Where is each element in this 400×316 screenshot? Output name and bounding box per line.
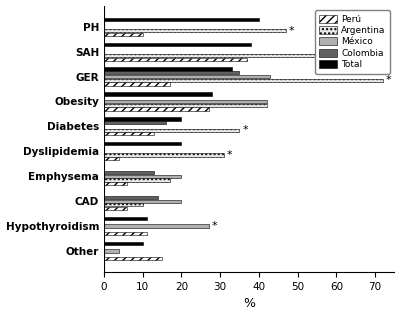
Bar	[104, 75, 270, 78]
Bar	[104, 242, 143, 245]
Bar	[104, 232, 146, 235]
Legend: Perú, Argentina, México, Colombia, Total: Perú, Argentina, México, Colombia, Total	[315, 10, 390, 74]
Bar	[104, 142, 181, 145]
Bar	[104, 33, 143, 36]
Bar	[104, 154, 224, 157]
Bar	[104, 224, 208, 228]
Bar	[104, 182, 127, 185]
Bar	[104, 29, 286, 32]
Bar	[104, 54, 317, 57]
Bar	[104, 100, 267, 103]
Bar	[104, 178, 170, 182]
Bar	[104, 121, 166, 124]
Bar	[104, 129, 240, 132]
Text: *: *	[227, 150, 233, 160]
Bar	[104, 68, 232, 71]
Bar	[104, 18, 259, 21]
Text: *: *	[212, 221, 217, 231]
Bar	[104, 104, 267, 107]
Bar	[104, 92, 212, 96]
Bar	[104, 58, 247, 61]
Text: *: *	[289, 26, 295, 35]
Bar	[104, 132, 154, 136]
Bar	[104, 196, 158, 199]
Bar	[104, 175, 181, 178]
Bar	[104, 82, 170, 86]
Bar	[104, 71, 240, 75]
X-axis label: %: %	[243, 297, 255, 310]
Bar	[104, 203, 143, 206]
Bar	[104, 117, 181, 120]
Text: *: *	[320, 51, 326, 60]
Bar	[104, 171, 154, 174]
Bar	[104, 207, 127, 210]
Bar	[104, 107, 208, 111]
Bar	[104, 249, 120, 252]
Bar	[104, 79, 383, 82]
Text: *: *	[386, 75, 392, 85]
Bar	[104, 257, 162, 260]
Bar	[104, 217, 146, 220]
Bar	[104, 157, 120, 161]
Text: *: *	[242, 125, 248, 135]
Bar	[104, 199, 181, 203]
Bar	[104, 43, 251, 46]
